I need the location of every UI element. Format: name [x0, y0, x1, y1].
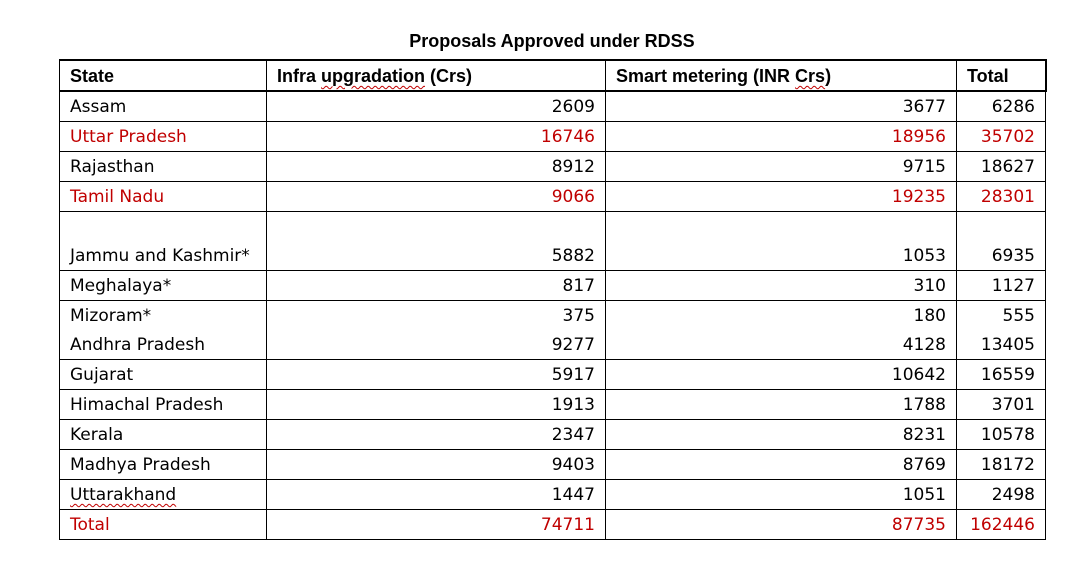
cell-smart: 4128	[605, 330, 957, 360]
table-title: Proposals Approved under RDSS	[409, 31, 695, 51]
cell-state: Rajasthan	[59, 151, 267, 182]
cell-smart: 1788	[605, 389, 957, 420]
cell-state-text: Uttarakhand	[70, 485, 177, 505]
cell-state: Madhya Pradesh	[59, 449, 267, 480]
cell-total: 555	[956, 300, 1046, 330]
cell-smart: 310	[605, 270, 957, 301]
header-total: Total	[956, 59, 1047, 92]
cell-infra: 1913	[266, 389, 606, 420]
cell-smart: 87735	[605, 509, 957, 540]
cell-state: Kerala	[59, 419, 267, 450]
cell-total: 6286	[956, 90, 1046, 122]
header-smart: Smart metering (INR Crs)	[605, 59, 957, 92]
cell-total: 10578	[956, 419, 1046, 450]
header-infra: Infra upgradation (Crs)	[266, 59, 606, 92]
table-row: Uttar Pradesh 16746 18956 35702	[59, 121, 1046, 152]
cell-state: Uttarakhand	[59, 479, 267, 510]
cell-total: 28301	[956, 181, 1046, 212]
total-row: Total 74711 87735 162446	[59, 509, 1046, 540]
cell-total: 16559	[956, 359, 1046, 390]
header-infra-prefix: Infra	[277, 66, 322, 86]
cell-state: Uttar Pradesh	[59, 121, 267, 152]
cell-infra: 5882	[266, 211, 606, 271]
cell-smart: 10642	[605, 359, 957, 390]
cell-state: Jammu and Kashmir*	[59, 211, 267, 271]
cell-infra: 1447	[266, 479, 606, 510]
cell-smart: 1051	[605, 479, 957, 510]
cell-total: 35702	[956, 121, 1046, 152]
cell-state: Andhra Pradesh	[59, 330, 267, 360]
cell-infra: 8912	[266, 151, 606, 182]
table-row: Jammu and Kashmir* 5882 1053 6935	[59, 211, 1046, 271]
cell-total: 3701	[956, 389, 1046, 420]
cell-infra: 9403	[266, 449, 606, 480]
table-row: Uttarakhand 1447 1051 2498	[59, 479, 1046, 510]
cell-total: 162446	[956, 509, 1046, 540]
cell-total: 18627	[956, 151, 1046, 182]
table-row: Mizoram* 375 180 555	[59, 300, 1046, 330]
cell-infra: 16746	[266, 121, 606, 152]
table-row: Himachal Pradesh 1913 1788 3701	[59, 389, 1046, 420]
cell-infra: 817	[266, 270, 606, 301]
cell-total: 2498	[956, 479, 1046, 510]
cell-smart: 180	[605, 300, 957, 330]
table-row: Andhra Pradesh 9277 4128 13405	[59, 330, 1046, 360]
cell-total: 13405	[956, 330, 1046, 360]
cell-smart: 8769	[605, 449, 957, 480]
cell-total: 6935	[956, 211, 1046, 271]
header-infra-suffix: (Crs)	[425, 66, 473, 86]
cell-smart: 1053	[605, 211, 957, 271]
cell-infra: 9066	[266, 181, 606, 212]
cell-smart: 3677	[605, 90, 957, 122]
table-row: Meghalaya* 817 310 1127	[59, 270, 1046, 301]
cell-smart: 8231	[605, 419, 957, 450]
cell-infra: 2347	[266, 419, 606, 450]
table-row: Kerala 2347 8231 10578	[59, 419, 1046, 450]
cell-state: Meghalaya*	[59, 270, 267, 301]
rdss-proposals-table: State Infra upgradation (Crs) Smart mete…	[59, 59, 1047, 540]
cell-infra: 375	[266, 300, 606, 330]
cell-total: 1127	[956, 270, 1046, 301]
table-row: Tamil Nadu 9066 19235 28301	[59, 181, 1046, 212]
header-smart-prefix: Smart metering (INR	[616, 66, 796, 86]
table-row: Assam 2609 3677 6286	[59, 90, 1046, 122]
cell-state: Gujarat	[59, 359, 267, 390]
table-row: Madhya Pradesh 9403 8769 18172	[59, 449, 1046, 480]
cell-state: Mizoram*	[59, 300, 267, 330]
cell-infra: 74711	[266, 509, 606, 540]
cell-smart: 18956	[605, 121, 957, 152]
cell-infra: 9277	[266, 330, 606, 360]
header-smart-suffix: )	[825, 66, 832, 86]
cell-state: Tamil Nadu	[59, 181, 267, 212]
header-infra-squiggle: upgradation	[321, 66, 426, 86]
cell-infra: 2609	[266, 90, 606, 122]
table-row: Gujarat 5917 10642 16559	[59, 359, 1046, 390]
cell-total: 18172	[956, 449, 1046, 480]
table-row: Rajasthan 8912 9715 18627	[59, 151, 1046, 182]
header-state: State	[59, 59, 267, 92]
header-smart-squiggle: Crs	[795, 66, 826, 86]
cell-smart: 19235	[605, 181, 957, 212]
header-row: State Infra upgradation (Crs) Smart mete…	[59, 59, 1047, 92]
cell-state: Assam	[59, 90, 267, 122]
cell-state: Himachal Pradesh	[59, 389, 267, 420]
cell-infra: 5917	[266, 359, 606, 390]
cell-state: Total	[59, 509, 267, 540]
cell-smart: 9715	[605, 151, 957, 182]
